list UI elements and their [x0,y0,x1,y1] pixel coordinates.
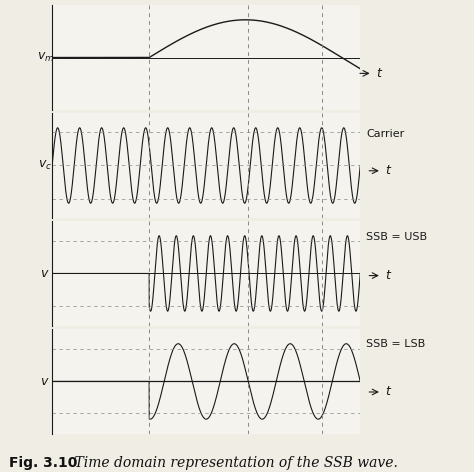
Text: $t$: $t$ [375,67,383,80]
Y-axis label: $v$: $v$ [40,267,50,280]
Text: $t$: $t$ [385,269,392,282]
Text: $t$: $t$ [385,164,392,177]
Text: Time domain representation of the SSB wave.: Time domain representation of the SSB wa… [57,456,398,470]
Text: SSB = USB: SSB = USB [366,231,428,242]
Text: Fig. 3.10: Fig. 3.10 [9,456,78,470]
Text: Carrier: Carrier [366,129,405,139]
Text: $t$: $t$ [385,386,392,398]
Y-axis label: $v_c$: $v_c$ [38,159,52,172]
Text: SSB = LSB: SSB = LSB [366,339,426,349]
Y-axis label: $v$: $v$ [40,375,50,388]
Y-axis label: $v_m$: $v_m$ [36,51,54,64]
